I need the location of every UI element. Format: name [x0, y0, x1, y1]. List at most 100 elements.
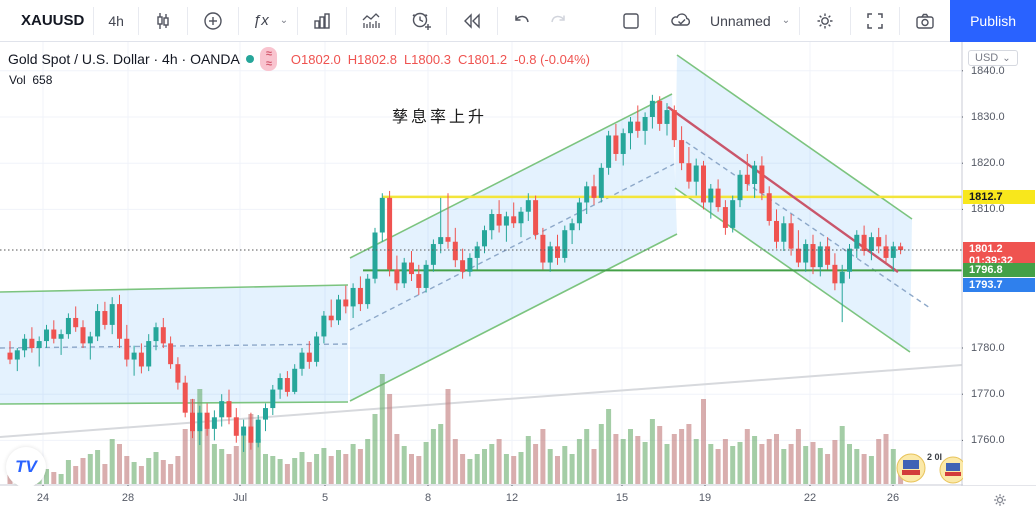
volume-bar [204, 424, 210, 484]
descending-channel-midline[interactable] [685, 141, 931, 309]
chevron-down-icon[interactable]: ⌄ [781, 15, 791, 26]
price-tick-label: 1830.0 [971, 111, 1005, 123]
alert-clock-icon[interactable] [405, 8, 437, 34]
chart-legend: Gold Spot / U.S. Dollar · 4h · OANDA ≈ ≈ … [8, 47, 590, 71]
candle-body [708, 188, 714, 203]
ascending-channel-border[interactable] [349, 233, 678, 402]
compare-add-icon[interactable] [197, 8, 229, 34]
symbol-button[interactable]: XAUUSD [21, 12, 85, 29]
volume-bar [876, 439, 882, 484]
flat-channel-midline[interactable] [0, 343, 349, 349]
candles-style-icon[interactable] [148, 9, 178, 33]
volume-bar [460, 454, 466, 484]
candle-body [299, 352, 305, 369]
volume-bar [620, 439, 626, 484]
volume-bar [839, 426, 845, 484]
camera-icon[interactable] [909, 9, 941, 33]
red-trendline[interactable] [667, 106, 899, 273]
time-axis[interactable]: 24 28 Jul 5 8 12 15 19 22 26 [0, 486, 963, 513]
volume-bar [409, 454, 414, 484]
volume-bar [686, 424, 692, 484]
candle-body [817, 246, 823, 268]
candle-body [394, 269, 400, 284]
financials-chart-icon[interactable] [356, 9, 386, 33]
indicators-fx-button[interactable]: ƒx [252, 12, 269, 29]
candle-body [87, 336, 93, 344]
ascending-channel-fill[interactable] [350, 94, 677, 401]
open-value: O1802.0 [290, 51, 341, 67]
candle-body [36, 341, 42, 348]
bar-replay-icon[interactable] [456, 9, 488, 33]
candle-body [197, 412, 203, 432]
candle-body [277, 378, 283, 390]
candle-body [423, 264, 429, 288]
flat-channel-fill[interactable] [0, 285, 348, 404]
volume-bar [423, 442, 429, 484]
volume-bar [868, 456, 874, 484]
redo-icon[interactable] [543, 10, 573, 32]
volume-bar [241, 436, 247, 484]
candle-body [430, 244, 436, 265]
price-axis[interactable]: USD ⌄ 1840.0 1830.0 1820.0 1810.0 1780.0 1770… [963, 42, 1036, 485]
yellow-price-label: 1812.7 [963, 189, 1035, 204]
fullscreen-icon[interactable] [860, 9, 890, 33]
volume-bar [233, 446, 239, 484]
candle-body [511, 216, 517, 224]
volume-bar [825, 454, 831, 484]
currency-selector[interactable]: USD ⌄ [968, 50, 1018, 66]
time-tick-label: 12 [505, 492, 519, 504]
descending-channel-fill[interactable] [675, 55, 912, 352]
volume-bar [774, 434, 779, 484]
ascending-channel-midline[interactable] [349, 163, 675, 331]
volume-bar [547, 449, 553, 484]
volume-bar [591, 449, 597, 484]
gray-trendline[interactable] [0, 364, 963, 438]
volume-bar [533, 444, 539, 484]
ohlc-values: O1802.0 H1802.8 L1800.3 C1801.2 -0.8 (-0… [291, 52, 590, 67]
volume-bar [321, 448, 327, 484]
candle-body [7, 352, 13, 360]
price-tick-label: 1760.0 [971, 434, 1005, 447]
candle-body [124, 338, 130, 360]
ascending-channel-border[interactable] [349, 93, 673, 259]
publish-button[interactable]: Publish [950, 0, 1036, 42]
candle-body [518, 211, 524, 224]
notification-pill-icon[interactable]: ≈ ≈ [259, 47, 277, 71]
interval-button[interactable]: 4h [108, 12, 124, 29]
candle-body [29, 338, 35, 348]
layout-select-icon[interactable] [616, 9, 646, 33]
flat-channel-border[interactable] [0, 284, 349, 293]
chart-text-annotation[interactable]: 孳息率上升 [392, 109, 488, 126]
chart-title[interactable]: Gold Spot / U.S. Dollar · 4h · OANDA [8, 51, 240, 67]
candlestick-chart-canvas[interactable] [0, 42, 1036, 513]
indicator-templates-icon[interactable] [307, 9, 337, 33]
candle-body [44, 329, 49, 342]
candle-body [795, 248, 801, 263]
axis-settings-cell[interactable] [963, 486, 1036, 513]
candle-body [153, 327, 159, 342]
volume-bar [606, 409, 612, 484]
candle-body [321, 315, 327, 337]
candle-body [343, 299, 349, 307]
undo-icon[interactable] [507, 10, 537, 32]
candle-body [774, 220, 779, 242]
descending-channel-border[interactable] [676, 54, 913, 220]
volume-bar [314, 454, 320, 484]
gear-icon[interactable] [992, 492, 1008, 508]
chart-area[interactable]: Gold Spot / U.S. Dollar · 4h · OANDA ≈ ≈ … [0, 42, 1036, 513]
flat-channel-border[interactable] [0, 401, 349, 405]
candle-body [211, 417, 217, 429]
tradingview-logo[interactable]: TV [6, 447, 46, 487]
volume-bar [489, 444, 495, 484]
gear-icon[interactable] [809, 8, 841, 34]
volume-bar [306, 462, 312, 484]
volume-bar [292, 458, 298, 484]
volume-bar [854, 449, 860, 484]
cloud-check-icon[interactable] [665, 9, 699, 33]
layout-name-button[interactable]: Unnamed [709, 12, 771, 29]
candle-body [810, 244, 816, 268]
time-tick-label: 24 [36, 492, 50, 504]
chevron-down-icon[interactable]: ⌄ [279, 15, 289, 26]
candle-body [766, 193, 772, 221]
candle-body [219, 401, 225, 418]
